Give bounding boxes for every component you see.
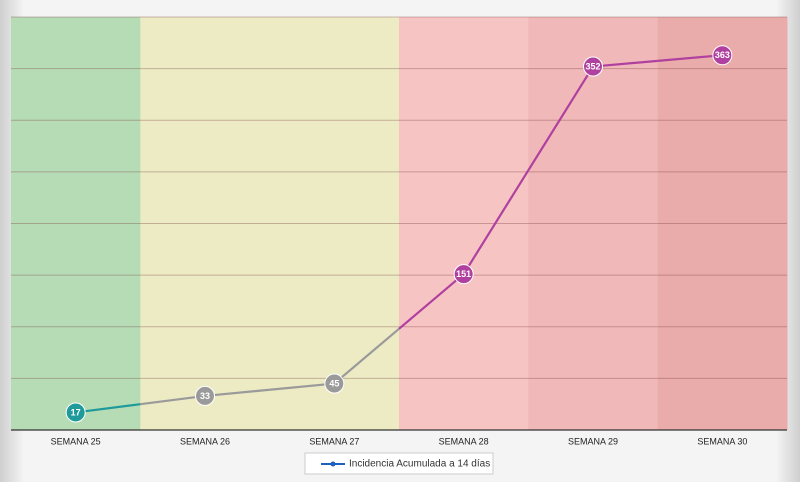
legend-label: Incidencia Acumulada a 14 días [349,459,490,470]
line-segment [398,273,465,330]
legend-marker [330,461,336,467]
data-point [324,373,345,394]
data-label: 33 [200,391,210,401]
background-band [140,17,271,430]
x-tick-label: SEMANA 28 [439,436,489,446]
x-tick-label: SEMANA 30 [697,436,747,446]
data-point [712,45,733,66]
legend-box [304,452,494,475]
data-point [453,264,474,285]
background-band [528,17,659,430]
background-band [11,17,141,430]
x-tick-label: SEMANA 25 [51,436,101,446]
data-point [65,402,86,423]
background-band [399,17,529,430]
x-tick-label: SEMANA 27 [309,436,359,446]
background-band [269,17,400,430]
line-segment [140,394,206,406]
data-label: 352 [585,61,600,71]
x-tick-label: SEMANA 26 [180,436,230,446]
data-label: 151 [456,269,471,279]
data-point [195,385,215,406]
data-point [583,56,603,77]
data-label: 17 [71,407,81,417]
data-label: 363 [715,50,730,60]
line-segment [527,65,594,171]
line-segment [657,54,723,62]
background-band [657,17,788,430]
line-segment [75,403,141,414]
x-tick-label: SEMANA 29 [568,436,618,446]
line-segment [333,327,400,385]
data-label: 45 [329,378,339,388]
line-segment [269,382,335,391]
line-segment [204,388,270,398]
line-segment [592,59,658,68]
line-segment [462,169,530,275]
